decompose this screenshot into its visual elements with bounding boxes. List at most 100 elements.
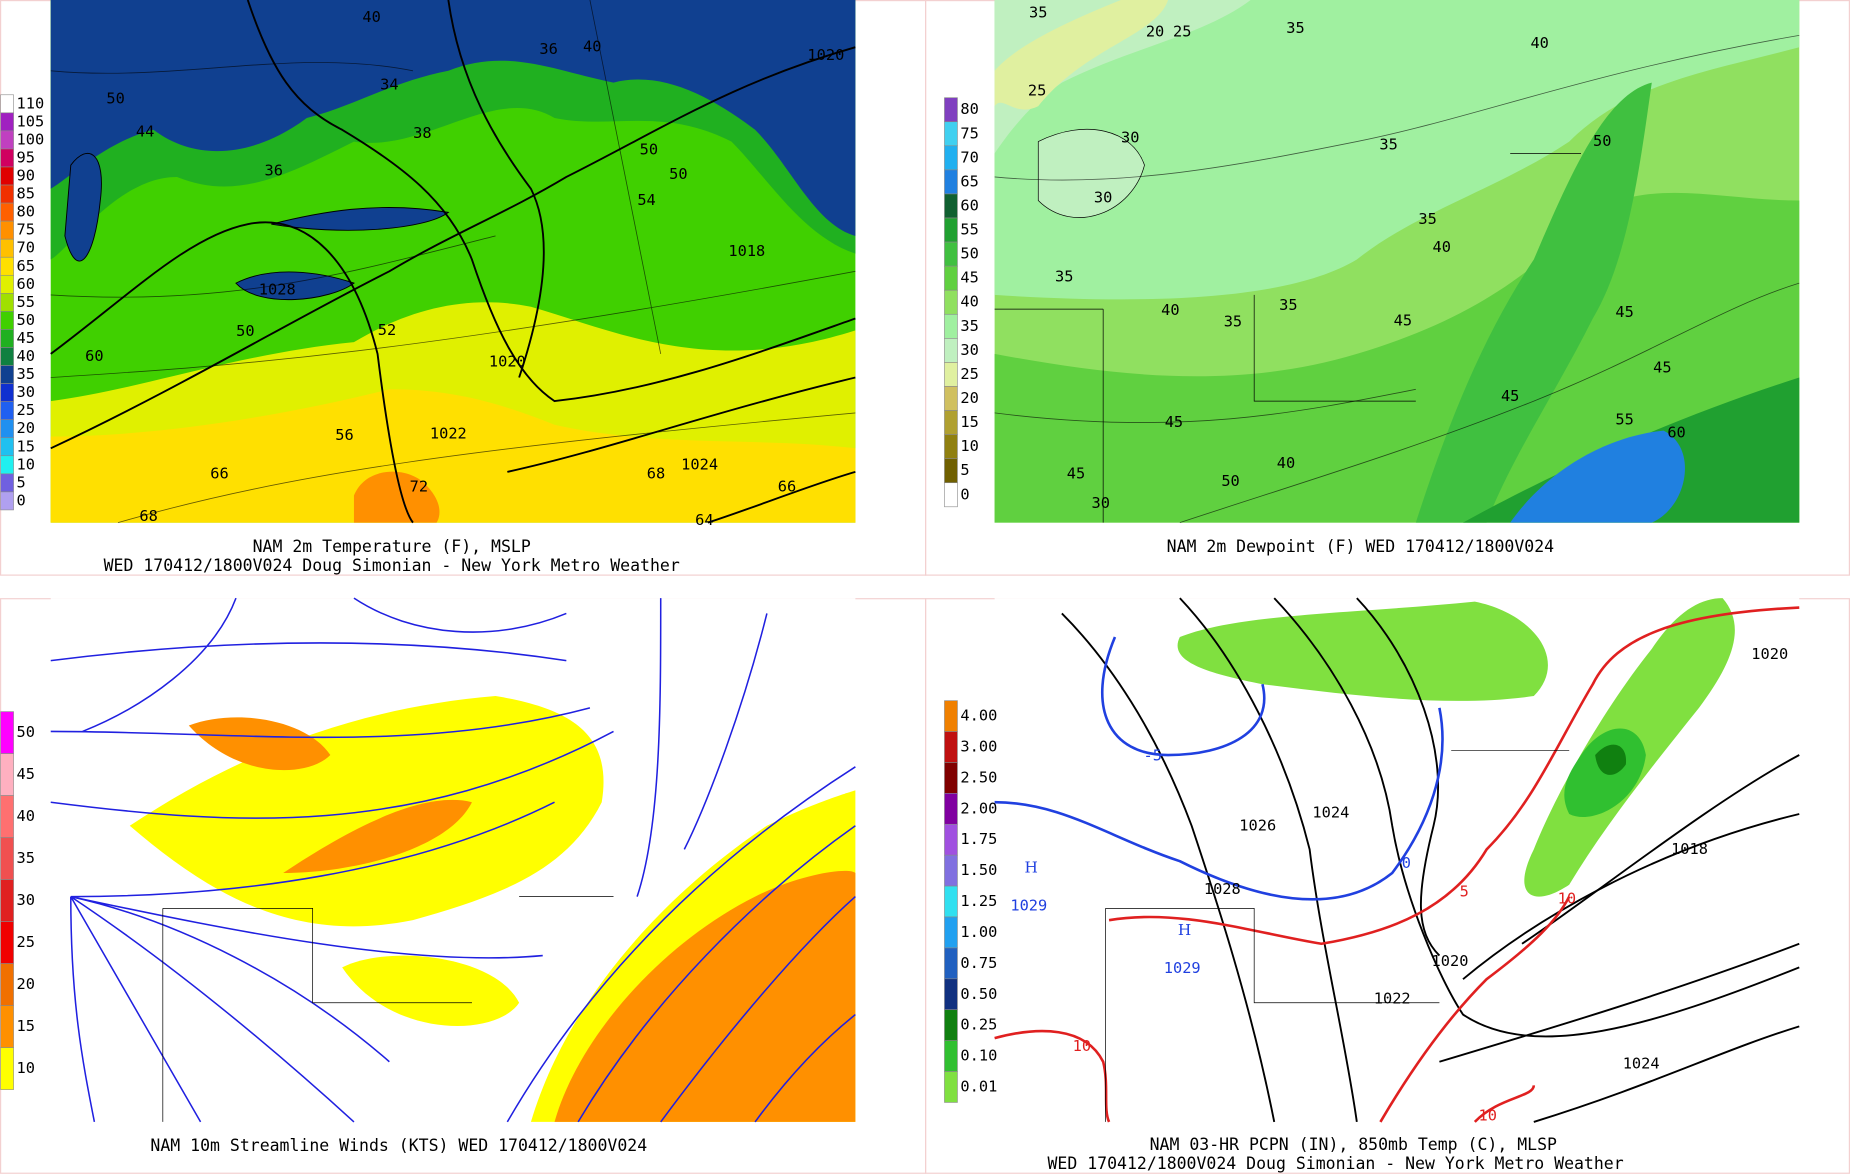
caption: NAM 10m Streamline Winds (KTS) WED 17041…: [150, 1136, 647, 1155]
contour-label: 1028: [259, 281, 296, 299]
contour-label: 50: [1593, 132, 1611, 150]
colorbar-cell: [0, 220, 14, 240]
colorbar-cell: [944, 1071, 958, 1103]
contour-label: 44: [136, 123, 154, 141]
contour-label: 1024: [681, 455, 718, 473]
colorbar-label: 10: [17, 455, 35, 473]
colorbar-label: 5: [960, 461, 969, 479]
colorbar-cell: [0, 711, 14, 754]
colorbar-cell: [0, 202, 14, 222]
colorbar-label: 30: [960, 341, 978, 359]
colorbar-label: 40: [17, 807, 35, 825]
colorbar-cell: [944, 823, 958, 856]
colorbar-cell: [944, 885, 958, 918]
contour-label: 35: [1286, 19, 1304, 37]
colorbar-cell: [944, 793, 958, 825]
contour-label: 20: [1146, 22, 1164, 40]
contour-label: 50: [640, 140, 658, 158]
colorbar-cell: [0, 455, 14, 475]
colorbar-cell: [0, 311, 14, 330]
colorbar-cell: [944, 362, 958, 387]
colorbar-label: 35: [17, 849, 35, 867]
colorbar-label: 95: [17, 148, 35, 166]
contour-label: 55: [1615, 410, 1633, 428]
colorbar-cell: [944, 1009, 958, 1041]
colorbar-label: 5: [17, 473, 26, 491]
colorbar-cell: [944, 241, 958, 267]
contour-label: 45: [1501, 387, 1519, 405]
contour-label: 1020: [1432, 952, 1469, 970]
contour-label: 40: [1277, 454, 1295, 472]
contour-label: 60: [1667, 423, 1685, 441]
contour-label: 38: [413, 124, 431, 142]
colorbar-cell: [0, 184, 14, 204]
colorbar-label: 110: [17, 94, 45, 112]
contour-label: 35: [1418, 210, 1436, 228]
contour-label: 10: [1073, 1037, 1091, 1055]
colorbar-label: 75: [17, 221, 35, 239]
contour-label: 50: [669, 165, 687, 183]
contour-label: 52: [378, 321, 396, 339]
contour-label: 34: [380, 75, 398, 93]
colorbar-cell: [944, 289, 958, 315]
colorbar-cell: [0, 437, 14, 457]
colorbar-cell: [944, 97, 958, 123]
colorbar-label: 15: [960, 413, 978, 431]
colorbar-label: 10: [960, 437, 978, 455]
contour-label: 66: [210, 465, 228, 483]
contour-label: 1018: [728, 242, 765, 260]
colorbar-cell: [944, 169, 958, 195]
colorbar-cell: [0, 1005, 14, 1048]
contour-label: 40: [1433, 238, 1451, 256]
contour-label: 30: [1121, 129, 1139, 147]
contour-label: 25: [1028, 81, 1046, 99]
colorbar-label: 70: [17, 239, 35, 257]
contour-label: 25: [1173, 22, 1191, 40]
colorbar-cell: [0, 329, 14, 348]
contour-label: 40: [583, 38, 601, 56]
contour-label: 45: [1394, 311, 1412, 329]
contour-label: 35: [1224, 313, 1242, 331]
colorbar-label: 45: [17, 765, 35, 783]
contour-label: 1029: [1010, 897, 1047, 915]
colorbar-cell: [0, 491, 14, 511]
colorbar-label: 60: [17, 275, 35, 293]
colorbar-label: 0.25: [960, 1016, 997, 1034]
colorbar-label: 0: [17, 491, 26, 509]
caption: NAM 2m Dewpoint (F) WED 170412/1800V024: [1167, 537, 1555, 556]
colorbar-label: 10: [17, 1059, 35, 1077]
colorbar-label: 0.75: [960, 954, 997, 972]
contour-label: 1020: [489, 353, 526, 371]
colorbar-label: 40: [17, 347, 35, 365]
colorbar-label: 4.00: [960, 707, 997, 725]
colorbar-label: 20: [17, 975, 35, 993]
caption: WED 170412/1800V024 Doug Simonian - New …: [1047, 1154, 1623, 1173]
colorbar-cell: [0, 94, 14, 114]
colorbar-cell: [0, 795, 14, 838]
colorbar-cell: [944, 265, 958, 291]
contour-label: 68: [139, 507, 157, 525]
colorbar-label: 0.50: [960, 985, 997, 1003]
colorbar-cell: [944, 313, 958, 339]
colorbar-cell: [944, 193, 958, 219]
colorbar-label: 75: [960, 124, 978, 142]
caption: WED 170412/1800V024 Doug Simonian - New …: [104, 556, 680, 575]
contour-label: 45: [1067, 465, 1085, 483]
colorbar-cell: [944, 731, 958, 763]
colorbar-cell: [944, 217, 958, 243]
colorbar-label: 20: [17, 419, 35, 437]
colorbar-cell: [944, 434, 958, 459]
colorbar-cell: [0, 238, 14, 258]
colorbar-cell: [944, 978, 958, 1011]
colorbar-label: 105: [17, 112, 45, 130]
contour-label: 45: [1615, 303, 1633, 321]
high-pressure-label: H: [1178, 921, 1191, 939]
colorbar-label: 40: [960, 293, 978, 311]
contour-label: 40: [362, 8, 380, 26]
colorbar-cell: [944, 338, 958, 363]
colorbar-cell: [0, 383, 14, 402]
contour-label: 35: [1029, 3, 1047, 21]
colorbar-label: 1.25: [960, 892, 997, 910]
colorbar-label: 25: [960, 365, 978, 383]
colorbar-cell: [944, 916, 958, 949]
